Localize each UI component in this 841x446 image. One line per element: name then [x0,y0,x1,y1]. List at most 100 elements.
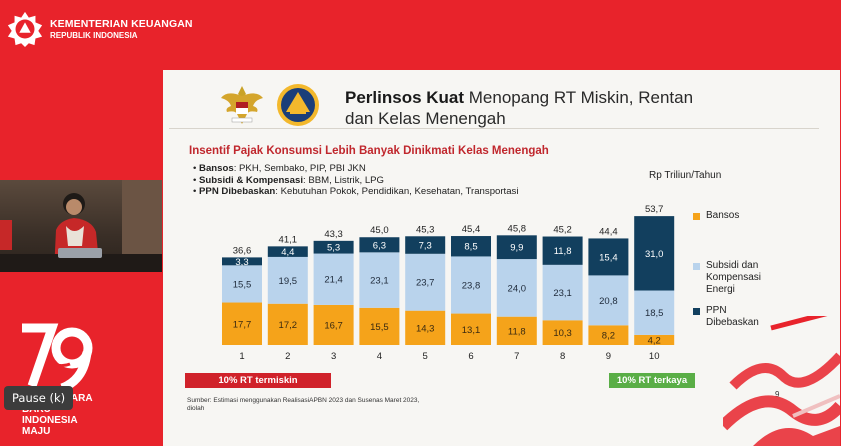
x-tick-label: 5 [423,351,428,362]
unit-label: Rp Triliun/Tahun [649,170,722,181]
bar-segment-bansos [313,304,354,345]
bar-total-label: 45,8 [508,223,527,234]
bar-segment-ppn [222,257,262,266]
bar-segment-ppn [267,246,308,257]
segment-value-label: 23,7 [416,278,435,289]
segment-value-label: 17,7 [233,319,252,330]
bar-segment-subsidi [542,264,583,321]
bar-segment-subsidi [313,253,354,305]
segment-value-label: 15,4 [599,252,618,263]
segment-value-label: 9,9 [510,243,523,254]
bar-segment-ppn [451,236,491,257]
legend-label: Bansos [706,210,740,221]
bar-segment-ppn [313,240,354,254]
tag-richest: 10% RT terkaya [609,373,695,388]
segment-value-label: 11,8 [508,326,526,337]
bar-total-label: 53,7 [645,204,664,215]
title-bold: Perlinsos Kuat [345,88,465,107]
segment-value-label: 5,3 [327,243,340,254]
djp-logo-icon [277,84,319,126]
segment-value-label: 19,5 [279,276,298,287]
decorative-swoosh [723,316,840,446]
bar-segment-bansos [496,316,537,345]
bar-total-label: 44,4 [599,226,618,237]
title-line2: dan Kelas Menengah [345,109,506,128]
bar-total-label: 41,1 [279,234,298,245]
slide-title: Perlinsos Kuat Menopang RT Miskin, Renta… [345,87,765,129]
flag-decoration [0,220,12,250]
segment-value-label: 23,1 [553,288,572,299]
segment-value-label: 18,5 [645,308,664,319]
segment-value-label: 3,3 [235,257,248,268]
brand-line4: MAJU [22,426,51,437]
bar-segment-subsidi [451,256,491,314]
bar-total-label: 45,0 [370,225,389,236]
bar-segment-bansos [588,325,629,345]
x-tick-label: 4 [377,351,382,362]
bar-total-label: 36,6 [233,245,252,256]
pause-button[interactable]: Pause (k) [4,386,74,410]
x-tick-label: 1 [239,351,244,362]
segment-value-label: 16,7 [324,320,343,331]
segment-value-label: 24,0 [508,283,527,294]
bar-segment-bansos [222,302,262,345]
bar-segment-bansos [405,310,446,345]
bar-segment-ppn [359,237,400,253]
bar-total-label: 45,2 [553,225,572,236]
legend-item: Subsidi dan Kompensasi Energi [693,260,783,296]
bar-segment-subsidi [267,256,308,304]
page-number: 9 [775,390,780,399]
segment-value-label: 4,2 [648,335,661,346]
bar-segment-ppn [634,216,675,291]
bar-total-label: 45,4 [462,224,481,235]
bar-segment-subsidi [634,290,675,335]
x-tick-label: 8 [560,351,565,362]
org-country: REPUBLIK INDONESIA [50,31,138,40]
x-tick-label: 10 [649,351,660,362]
x-tick-label: 2 [285,351,290,362]
legend-swatch [693,213,700,220]
speaker-video [0,180,162,272]
presentation-slide: Perlinsos Kuat Menopang RT Miskin, Renta… [163,70,840,446]
segment-value-label: 7,3 [419,241,432,252]
bar-segment-ppn [405,236,446,254]
bullet-item: • Bansos: PKH, Sembako, PIP, PBI JKN [193,163,366,174]
bar-segment-ppn [588,238,629,276]
segment-value-label: 4,4 [281,247,294,258]
segment-value-label: 8,2 [602,331,615,342]
org-header: KEMENTERIAN KEUANGAN REPUBLIK INDONESIA [6,10,193,48]
bullet-item: • PPN Dibebaskan: Kebutuhan Pokok, Pendi… [193,186,519,197]
segment-value-label: 15,5 [233,279,252,290]
segment-value-label: 14,3 [416,323,435,334]
org-name: KEMENTERIAN KEUANGAN [50,18,193,30]
x-tick-label: 6 [468,351,473,362]
segment-value-label: 13,1 [462,325,481,336]
slide-subtitle: Insentif Pajak Konsumsi Lebih Banyak Din… [189,145,549,157]
segment-value-label: 20,8 [599,296,618,307]
bar-segment-ppn [542,236,583,265]
bar-segment-subsidi [496,259,537,317]
tag-poorest: 10% RT termiskin [185,373,331,388]
stacked-bar-chart: 17,7 15,5 3,336,6 1 17,2 19,5 4,4 41,1 2 16,7 21,4… [222,204,675,362]
brand-line3: INDONESIA [22,415,78,426]
segment-value-label: 23,1 [370,276,389,287]
legend-swatch [693,263,700,270]
kemenkeu-logo-icon [7,11,43,48]
segment-value-label: 11,8 [554,246,572,257]
segment-value-label: 6,3 [373,240,386,251]
segment-value-label: 23,8 [462,281,481,292]
source-note: Sumber: Estimasi menggunakan RealisasiAP… [187,397,420,412]
bar-segment-subsidi [588,275,629,326]
legend-item: Bansos [693,210,783,222]
bar-total-label: 45,3 [416,224,435,235]
x-tick-label: 7 [514,351,519,362]
segment-value-label: 15,5 [370,322,389,333]
bar-segment-bansos [451,313,491,345]
bullet-list: • Bansos: PKH, Sembako, PIP, PBI JKN • S… [193,163,518,198]
x-tick-label: 3 [331,351,336,362]
legend-label: PPN Dibebaskan [706,305,759,328]
legend-swatch [693,308,700,315]
title-divider [169,128,819,129]
anniversary-79-logo-icon [22,323,93,393]
x-tick-label: 9 [606,351,611,362]
